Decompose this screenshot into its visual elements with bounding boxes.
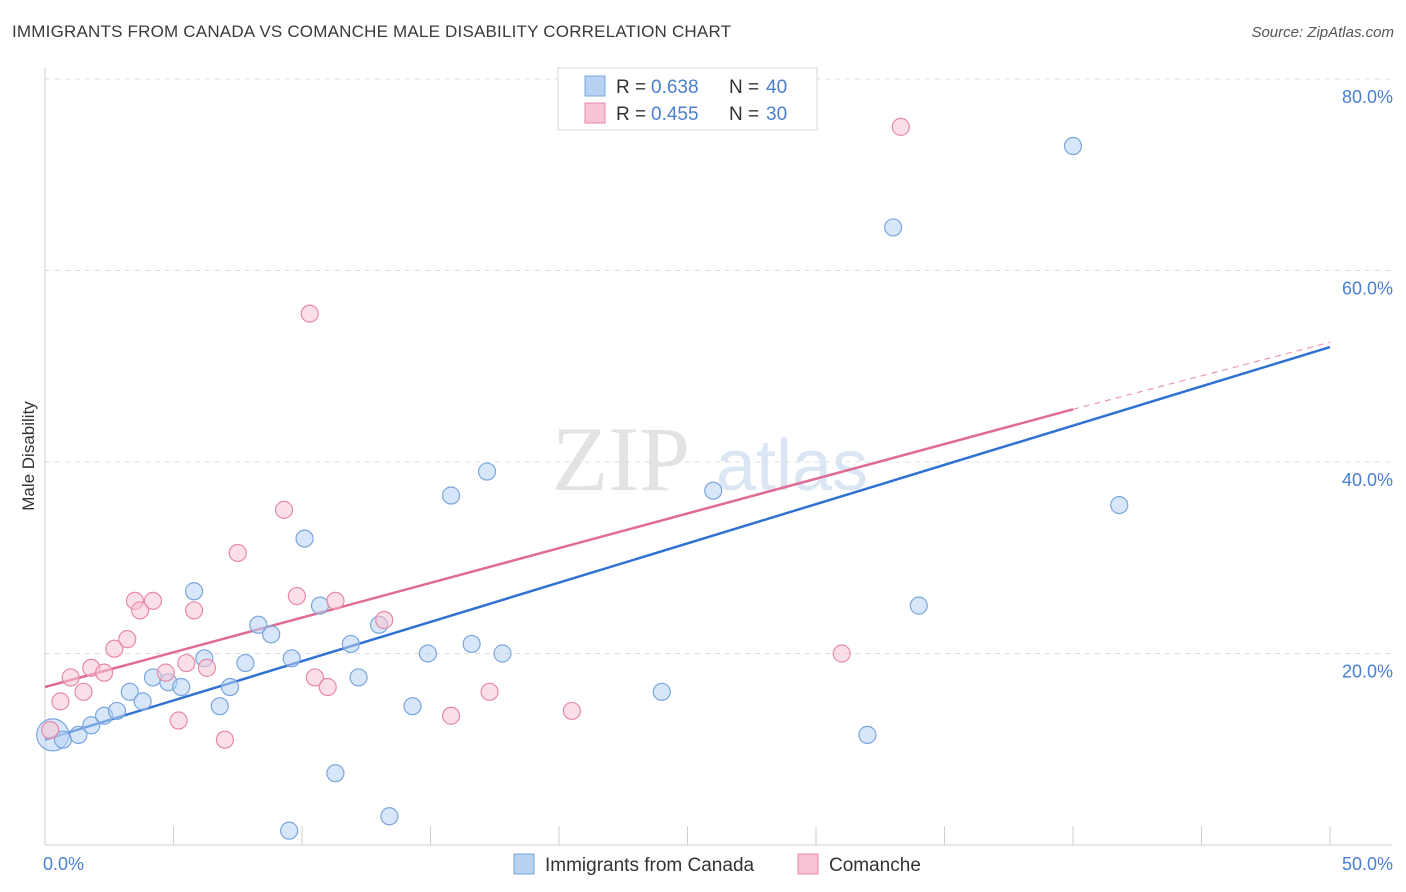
- legend: R = 0.638 N = 40 R = 0.455 N = 30: [557, 67, 818, 131]
- legend-swatch-pink: [584, 102, 606, 124]
- comanche-point: [61, 668, 80, 687]
- y-tick-label: 80.0%: [1342, 87, 1393, 107]
- x-tick-label: 50.0%: [1342, 854, 1393, 874]
- canada-point: [107, 701, 127, 721]
- comanche-point: [156, 663, 175, 682]
- source-label: Source: ZipAtlas.com: [1251, 24, 1394, 41]
- comanche-point: [74, 682, 93, 701]
- y-tick-label: 40.0%: [1342, 470, 1393, 490]
- legend-swatch-blue: [584, 75, 606, 97]
- comanche-point: [832, 644, 851, 663]
- canada-point: [462, 634, 481, 654]
- legend-n-label: N =: [729, 104, 759, 125]
- canada-point: [210, 697, 229, 716]
- bottom-legend: Immigrants from Canada Comanche: [513, 853, 921, 876]
- legend-r-value: 0.455: [651, 104, 699, 125]
- comanche-point: [41, 720, 60, 740]
- watermark-zip: ZIP: [552, 408, 690, 510]
- y-tick-label: 60.0%: [1342, 279, 1393, 299]
- canada-point: [295, 529, 314, 548]
- canada-point: [858, 725, 877, 744]
- comanche-point: [169, 711, 188, 730]
- comanche-point: [228, 543, 247, 563]
- legend-r-label: R =: [616, 104, 646, 125]
- canada-point: [236, 653, 255, 673]
- comanche-point: [318, 677, 337, 697]
- x-tick-labels: 0.0% 50.0%: [43, 854, 1393, 874]
- canada-point: [380, 807, 399, 826]
- comanche-point: [130, 601, 150, 620]
- canada-point: [133, 692, 152, 711]
- canada-point: [69, 725, 88, 744]
- canada-point: [341, 634, 360, 654]
- canada-point: [310, 596, 330, 615]
- canada-point: [184, 582, 204, 601]
- canada-point: [120, 682, 139, 701]
- canada-point: [220, 677, 240, 697]
- axes: [44, 68, 1392, 846]
- chart-title: IMMIGRANTS FROM CANADA VS COMANCHE MALE …: [12, 22, 732, 41]
- bottom-legend-label-pink: Comanche: [829, 855, 921, 876]
- watermark: ZIP atlas: [552, 408, 868, 510]
- y-tick-labels: 20.0% 40.0% 60.0% 80.0%: [1342, 87, 1393, 682]
- canada-point: [1063, 136, 1083, 156]
- trend-lines: [44, 341, 1331, 741]
- canada-point: [704, 481, 723, 500]
- canada-point: [280, 821, 299, 840]
- canada-point: [172, 677, 191, 697]
- canada-point: [418, 644, 438, 663]
- y-tick-label: 20.0%: [1342, 662, 1393, 682]
- canada-point: [883, 218, 903, 237]
- comanche-point: [891, 117, 910, 136]
- comanche-point: [300, 304, 319, 323]
- canada-point: [403, 697, 422, 716]
- comanche-point: [480, 682, 499, 701]
- canada-point: [82, 716, 101, 735]
- canada-point: [909, 596, 928, 615]
- canada-point: [282, 649, 301, 668]
- comanche-point: [375, 610, 394, 630]
- canada-point: [262, 625, 281, 644]
- comanche-point: [287, 586, 306, 606]
- canada-trend-line: [44, 345, 1331, 741]
- y-axis-label: Male Disability: [19, 401, 38, 511]
- bottom-legend-label-blue: Immigrants from Canada: [545, 855, 755, 876]
- watermark-atlas: atlas: [716, 426, 868, 506]
- legend-r-label: R =: [616, 77, 646, 98]
- comanche-point: [441, 706, 461, 725]
- comanche-point: [118, 630, 137, 649]
- comanche-point: [326, 591, 345, 610]
- data-points: [36, 117, 1129, 840]
- bottom-legend-swatch-pink: [797, 853, 819, 875]
- canada-point: [652, 682, 671, 701]
- bottom-legend-swatch-blue: [513, 853, 535, 875]
- canada-point: [349, 668, 368, 687]
- canada-point: [249, 615, 268, 634]
- comanche-point: [274, 500, 294, 519]
- canada-point: [477, 462, 497, 481]
- legend-n-label: N =: [729, 77, 759, 98]
- comanche-point: [95, 663, 114, 682]
- comanche-point: [143, 591, 163, 610]
- canada-point: [493, 644, 512, 663]
- canada-point: [441, 486, 461, 505]
- legend-r-value: 0.638: [651, 77, 699, 98]
- canada-point: [1110, 495, 1129, 515]
- legend-n-value: 40: [766, 77, 787, 98]
- comanche-trend-extension: [1072, 341, 1331, 410]
- canada-point: [326, 764, 345, 783]
- comanche-point: [177, 653, 196, 673]
- gridlines: [45, 78, 1392, 654]
- x-tick-label: 0.0%: [43, 854, 84, 874]
- comanche-point: [105, 639, 124, 658]
- comanche-point: [51, 692, 70, 711]
- legend-n-value: 30: [766, 104, 787, 125]
- comanche-point: [197, 658, 217, 677]
- comanche-point: [305, 668, 324, 687]
- comanche-trend-line: [44, 408, 1074, 689]
- comanche-point: [215, 730, 234, 749]
- comanche-point: [562, 701, 581, 721]
- comanche-point: [184, 601, 204, 620]
